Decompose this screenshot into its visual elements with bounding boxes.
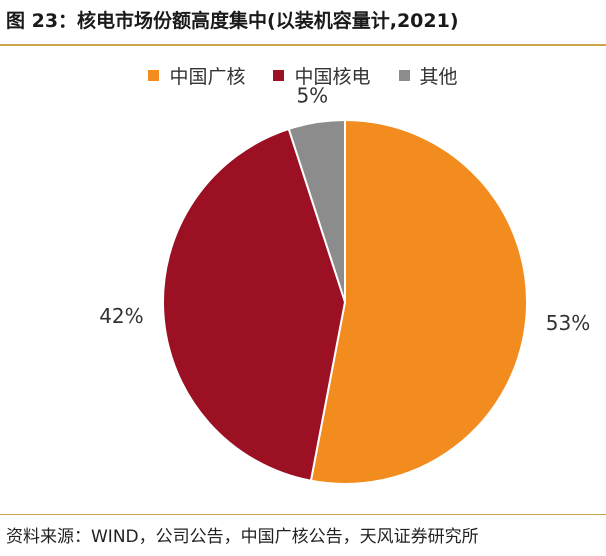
legend-item-cgn: 中国广核 <box>148 62 245 89</box>
pie-slice-cgn <box>309 118 528 485</box>
chart-title: 图 23：核电市场份额高度集中(以装机容量计,2021) <box>6 10 459 32</box>
legend-label-other: 其他 <box>419 66 458 88</box>
legend-label-cnnp: 中国核电 <box>294 66 371 88</box>
pie-labels: 53% 42% 5% <box>99 84 590 336</box>
pie-slices <box>162 118 528 485</box>
source-note: 资料来源：WIND，公司公告，中国广核公告，天风证券研究所 <box>6 527 479 547</box>
chart-legend: 中国广核 中国核电 其他 <box>0 62 606 89</box>
pie-label-cnnp: 42% <box>99 304 143 328</box>
legend-label-cgn: 中国广核 <box>169 66 246 88</box>
title-divider <box>0 44 606 46</box>
pie-label-other: 5% <box>296 84 328 108</box>
legend-item-other: 其他 <box>398 62 458 89</box>
legend-swatch-cgn <box>148 70 160 81</box>
legend-item-cnnp: 中国核电 <box>273 62 371 89</box>
pie-slice-cnnp <box>162 127 347 482</box>
source-divider <box>0 514 606 515</box>
legend-swatch-cnnp <box>273 70 285 81</box>
pie-label-cgn: 53% <box>546 311 590 335</box>
pie-slice-other <box>287 118 346 303</box>
legend-swatch-other <box>398 70 410 81</box>
